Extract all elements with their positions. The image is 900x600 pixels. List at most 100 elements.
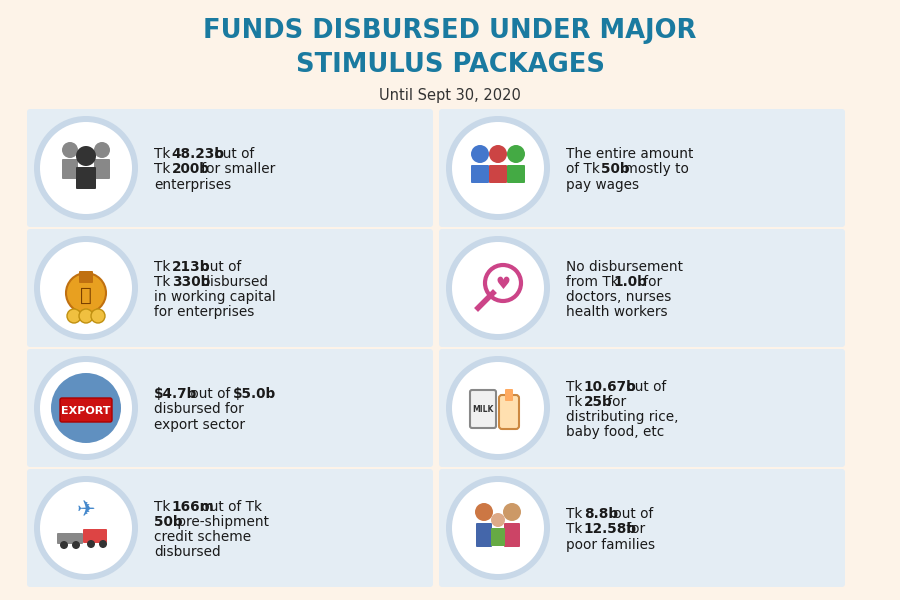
FancyBboxPatch shape: [60, 398, 112, 422]
Circle shape: [40, 362, 132, 454]
Circle shape: [76, 146, 96, 166]
Text: 48.23b: 48.23b: [172, 147, 225, 161]
Circle shape: [452, 362, 544, 454]
Text: ♥: ♥: [496, 275, 510, 293]
Text: of Tk: of Tk: [566, 163, 604, 176]
Text: EXPORT: EXPORT: [61, 406, 111, 416]
Circle shape: [94, 142, 110, 158]
Text: export sector: export sector: [154, 418, 245, 431]
Text: FUNDS DISBURSED UNDER MAJOR: FUNDS DISBURSED UNDER MAJOR: [203, 18, 697, 44]
FancyBboxPatch shape: [439, 229, 845, 347]
FancyBboxPatch shape: [94, 159, 110, 179]
Text: out of: out of: [609, 507, 653, 521]
Text: disbursed: disbursed: [154, 545, 220, 559]
Text: out of: out of: [622, 380, 666, 394]
Text: 1.0b: 1.0b: [613, 275, 647, 289]
Circle shape: [471, 145, 489, 163]
Circle shape: [72, 541, 80, 549]
FancyBboxPatch shape: [27, 109, 433, 227]
Text: $4.7b: $4.7b: [154, 387, 197, 401]
FancyBboxPatch shape: [439, 109, 845, 227]
Text: 12.58b: 12.58b: [583, 523, 637, 536]
Circle shape: [475, 503, 493, 521]
FancyBboxPatch shape: [439, 349, 845, 467]
Text: 10.67b: 10.67b: [583, 380, 636, 394]
FancyBboxPatch shape: [439, 469, 845, 587]
Text: 50b: 50b: [601, 163, 630, 176]
Circle shape: [91, 309, 105, 323]
Text: Until Sept 30, 2020: Until Sept 30, 2020: [379, 88, 521, 103]
Circle shape: [34, 236, 138, 340]
Text: 8.8b: 8.8b: [583, 507, 617, 521]
Text: ✈: ✈: [76, 500, 95, 520]
Circle shape: [452, 242, 544, 334]
Text: Tk: Tk: [566, 507, 587, 521]
FancyBboxPatch shape: [76, 167, 96, 189]
Circle shape: [60, 541, 68, 549]
Text: 50b: 50b: [154, 515, 183, 529]
Text: Tk: Tk: [154, 147, 175, 161]
FancyBboxPatch shape: [79, 271, 93, 283]
Circle shape: [66, 273, 106, 313]
Text: out of: out of: [210, 147, 254, 161]
Text: poor families: poor families: [566, 538, 655, 551]
Text: Tk: Tk: [566, 380, 587, 394]
Circle shape: [40, 122, 132, 214]
Text: in working capital: in working capital: [154, 290, 275, 304]
FancyBboxPatch shape: [62, 159, 78, 179]
Text: for: for: [603, 395, 625, 409]
Circle shape: [87, 540, 95, 548]
FancyBboxPatch shape: [489, 165, 507, 183]
FancyBboxPatch shape: [471, 165, 489, 183]
Circle shape: [452, 122, 544, 214]
FancyBboxPatch shape: [83, 529, 107, 543]
Circle shape: [452, 482, 544, 574]
Circle shape: [491, 513, 505, 527]
Text: baby food, etc: baby food, etc: [566, 425, 664, 439]
FancyBboxPatch shape: [504, 523, 520, 547]
Text: out of Tk: out of Tk: [197, 500, 262, 514]
Text: Tk: Tk: [154, 163, 175, 176]
Circle shape: [503, 503, 521, 521]
Circle shape: [34, 476, 138, 580]
Text: mostly to: mostly to: [620, 163, 689, 176]
Text: ৳: ৳: [80, 286, 92, 304]
Text: disbursed for: disbursed for: [154, 403, 244, 416]
Text: for: for: [638, 275, 662, 289]
Circle shape: [62, 142, 78, 158]
Circle shape: [489, 145, 507, 163]
Text: 213b: 213b: [172, 260, 210, 274]
Text: out of: out of: [185, 387, 235, 401]
Text: Tk: Tk: [566, 523, 587, 536]
Circle shape: [34, 116, 138, 220]
Circle shape: [79, 309, 93, 323]
Text: 166m: 166m: [172, 500, 214, 514]
FancyBboxPatch shape: [476, 523, 492, 547]
Text: 330b: 330b: [172, 275, 210, 289]
FancyBboxPatch shape: [505, 389, 513, 401]
Text: enterprises: enterprises: [154, 178, 231, 191]
Circle shape: [40, 482, 132, 574]
Circle shape: [51, 373, 121, 443]
Text: 25b: 25b: [583, 395, 612, 409]
Text: from Tk: from Tk: [566, 275, 623, 289]
Text: Tk: Tk: [566, 395, 587, 409]
Text: for enterprises: for enterprises: [154, 305, 255, 319]
Circle shape: [446, 116, 550, 220]
Text: Tk: Tk: [154, 260, 175, 274]
Text: STIMULUS PACKAGES: STIMULUS PACKAGES: [295, 52, 605, 78]
Circle shape: [446, 356, 550, 460]
Text: distributing rice,: distributing rice,: [566, 410, 679, 424]
FancyBboxPatch shape: [470, 390, 496, 428]
Circle shape: [446, 476, 550, 580]
FancyBboxPatch shape: [57, 533, 83, 544]
Text: The entire amount: The entire amount: [566, 147, 693, 161]
Circle shape: [99, 540, 107, 548]
Text: credit scheme: credit scheme: [154, 530, 251, 544]
Circle shape: [507, 145, 525, 163]
Text: $5.0b: $5.0b: [233, 387, 276, 401]
FancyBboxPatch shape: [507, 165, 525, 183]
Circle shape: [34, 356, 138, 460]
Text: Tk: Tk: [154, 500, 175, 514]
Text: pre-shipment: pre-shipment: [173, 515, 269, 529]
